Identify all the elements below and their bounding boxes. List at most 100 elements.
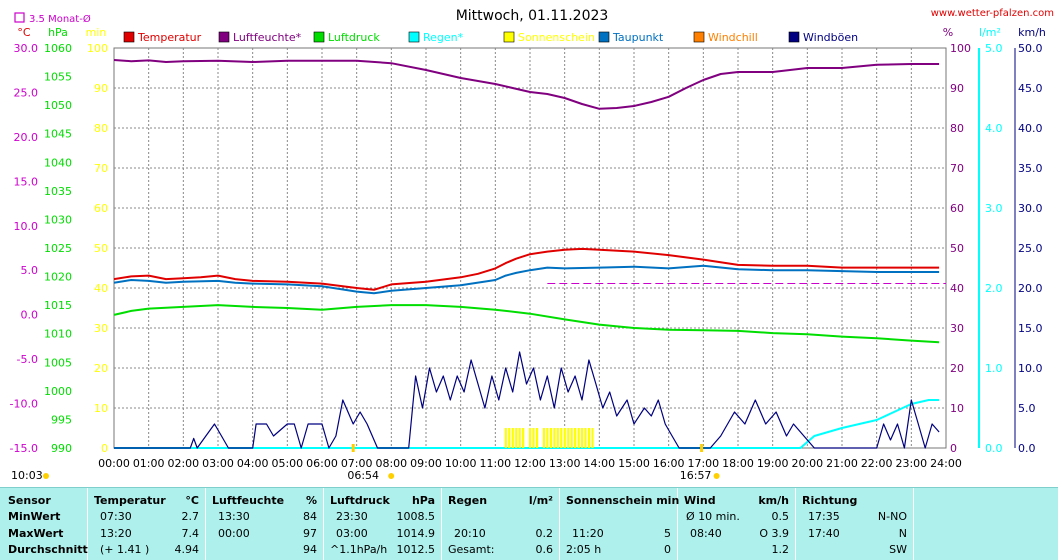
- press-min-time: 23:30: [336, 510, 368, 523]
- x-tick-label: 21:00: [826, 457, 858, 470]
- tick-press: 1050: [44, 99, 72, 112]
- sunshine-bar: [570, 428, 573, 448]
- chart-title: Mittwoch, 01.11.2023: [456, 8, 609, 24]
- x-tick-label: 16:00: [653, 457, 685, 470]
- dir-min: N-NO: [877, 510, 907, 523]
- tick-sunmin: 50: [94, 242, 108, 255]
- tick-press: 1060: [44, 42, 72, 55]
- tick-press: 1005: [44, 356, 72, 369]
- tick-press: 1030: [44, 213, 72, 226]
- legend-label-windchill: Windchill: [708, 31, 758, 44]
- temp-avg: 4.94: [174, 543, 200, 556]
- axis-unit-press: hPa: [48, 26, 68, 39]
- sun-duration: 2:05 h: [566, 543, 602, 556]
- hdr-hum: Luftfeuchte: [212, 494, 285, 507]
- tick-temp: 5.0: [21, 264, 39, 277]
- legend-swatch-sonnenschein: [503, 31, 515, 43]
- tick-hum: 100: [950, 42, 971, 55]
- dir-max-time: 17:40: [808, 527, 840, 540]
- hum-avg: 94: [303, 543, 317, 556]
- tick-press: 1045: [44, 128, 72, 141]
- tick-rain: 0.0: [985, 442, 1003, 455]
- legend-label-windboeen: Windböen: [803, 31, 858, 44]
- axis-unit-wind: km/h: [1018, 26, 1046, 39]
- col-temp: Temperatur °C 07:30 2.7 13:20 7.4 (+ 1.4…: [88, 488, 206, 560]
- hdr-press: Luftdruck: [330, 494, 390, 507]
- hdr-wind-unit: km/h: [758, 494, 789, 507]
- hum-min: 84: [303, 510, 317, 523]
- tick-temp: -15.0: [10, 442, 38, 455]
- tick-press: 995: [51, 413, 72, 426]
- x-tick-label: 04:00: [237, 457, 269, 470]
- tick-press: 1020: [44, 271, 72, 284]
- sunshine-bar: [549, 428, 552, 448]
- legend-label-temperatur: Temperatur: [137, 31, 202, 44]
- series-line-luftfeuchte: [113, 59, 940, 110]
- hdr-temp: Temperatur: [94, 494, 166, 507]
- legend-swatch-windchill: [693, 31, 705, 43]
- hum-max-time: 00:00: [218, 527, 250, 540]
- axis-unit-temp: °C: [17, 26, 31, 39]
- axis-unit-hum: %: [943, 26, 953, 39]
- tick-press: 1015: [44, 299, 72, 312]
- dir-avg: SW: [889, 543, 907, 556]
- sunshine-bar: [581, 428, 584, 448]
- sun-duration-label: 10:03: [11, 469, 43, 482]
- col-hum: Luftfeuchte % 13:30 84 00:00 97 94: [206, 488, 324, 560]
- rain-max-time: 20:10: [454, 527, 486, 540]
- tick-wind: 40.0: [1018, 122, 1043, 135]
- x-tick-label: 19:00: [757, 457, 789, 470]
- sunshine-bar: [529, 428, 532, 448]
- col-wind: Wind km/h Ø 10 min. 0.5 08:40 O 3.9 1.2: [678, 488, 796, 560]
- sunshine-bar: [542, 428, 546, 448]
- legend-label-luftfeuchte: Luftfeuchte*: [233, 31, 302, 44]
- x-tick-label: 00:00: [98, 457, 130, 470]
- tick-temp: -5.0: [17, 353, 38, 366]
- tick-hum: 90: [950, 82, 964, 95]
- sun-max-time: 11:20: [572, 527, 604, 540]
- legend-swatch-temperatur: [123, 31, 135, 43]
- col-rain: Regen l/m² 20:10 0.2 Gesamt: 0.6: [442, 488, 560, 560]
- sunrise-label: 06:54: [347, 469, 379, 482]
- weather-chart: Mittwoch, 01.11.2023 www.wetter-pfalzen.…: [10, 8, 1054, 482]
- series-line-luftdruck: [113, 304, 940, 344]
- tick-temp: 25.0: [14, 86, 39, 99]
- temp-max: 7.4: [181, 527, 200, 540]
- x-tick-label: 11:00: [479, 457, 511, 470]
- rain-total-label: Gesamt:: [448, 543, 495, 556]
- sunshine-bar: [535, 428, 539, 448]
- sunshine-bar: [508, 428, 511, 448]
- sunshine-bar: [560, 428, 563, 448]
- tick-hum: 40: [950, 282, 964, 295]
- tick-wind: 10.0: [1018, 362, 1043, 375]
- tick-sunmin: 30: [94, 322, 108, 335]
- x-tick-label: 08:00: [375, 457, 407, 470]
- x-tick-label: 09:00: [410, 457, 442, 470]
- sunshine-bar: [556, 428, 559, 448]
- tick-sunmin: 10: [94, 402, 108, 415]
- legend-label-taupunkt: Taupunkt: [612, 31, 664, 44]
- legend-swatch-luftdruck: [313, 31, 325, 43]
- x-tick-label: 15:00: [618, 457, 650, 470]
- tick-rain: 2.0: [985, 282, 1003, 295]
- tick-rain: 3.0: [985, 202, 1003, 215]
- dir-min-time: 17:35: [808, 510, 840, 523]
- hdr-dir: Richtung: [802, 494, 858, 507]
- x-tick-label: 23:00: [895, 457, 927, 470]
- sunshine-bar: [522, 428, 525, 448]
- wind-min-label: Ø 10 min.: [686, 510, 740, 523]
- tick-wind: 15.0: [1018, 322, 1043, 335]
- hum-max: 97: [303, 527, 317, 540]
- tick-press: 990: [51, 442, 72, 455]
- sunset-label: 16:57: [680, 469, 712, 482]
- x-tick-label: 01:00: [133, 457, 165, 470]
- x-tick-label: 24:00: [930, 457, 962, 470]
- legend-label-regen: Regen*: [423, 31, 464, 44]
- sunshine-bar: [591, 428, 594, 448]
- stats-table: Sensor MinWert MaxWert Durchschnitt Temp…: [0, 487, 1058, 560]
- x-tick-label: 03:00: [202, 457, 234, 470]
- hdr-press-unit: hPa: [411, 494, 435, 507]
- tick-rain: 1.0: [985, 362, 1003, 375]
- tick-hum: 20: [950, 362, 964, 375]
- tick-press: 1035: [44, 185, 72, 198]
